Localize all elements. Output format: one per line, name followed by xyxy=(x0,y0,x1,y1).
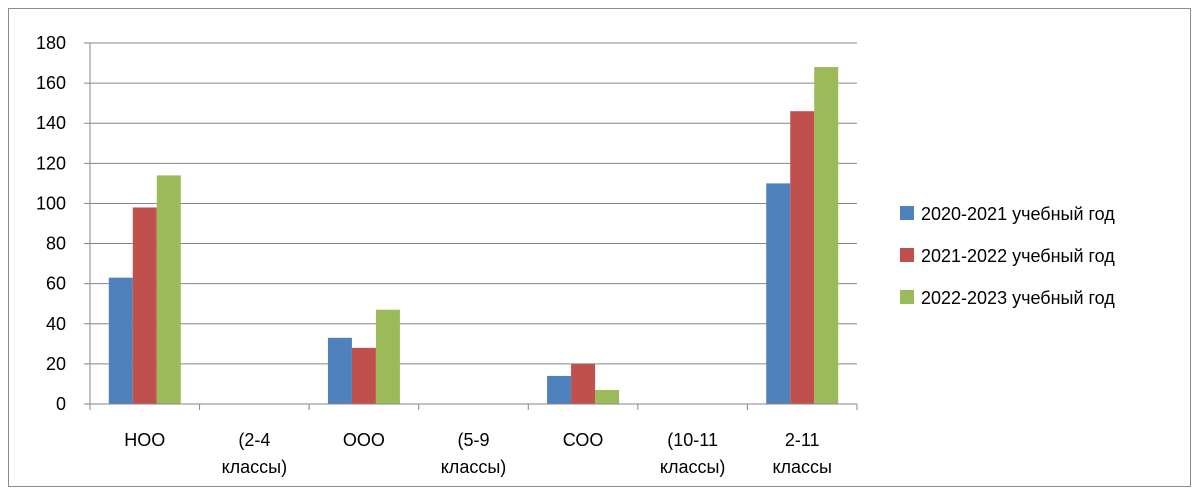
axes xyxy=(84,42,858,410)
bar-0-2 xyxy=(156,175,181,404)
bar-6-2 xyxy=(814,67,839,405)
legend-swatch-2 xyxy=(900,290,914,304)
bar-4-2 xyxy=(595,389,620,404)
legend-swatch-0 xyxy=(900,206,914,220)
tick-labels: 0 20 40 60 80 100 120 140 160 180 НОО (2-4 классы) ОО… xyxy=(36,33,832,477)
x-tick-label-5-1: классы) xyxy=(660,457,726,477)
bar-6-0 xyxy=(766,183,791,404)
legend: 2020-2021 учебный год 2021-2022 учебный г… xyxy=(900,204,1115,308)
bar-2-1 xyxy=(351,347,376,404)
y-tick-label-40: 40 xyxy=(46,314,66,334)
x-tick-label-4-0: СОО xyxy=(563,430,604,450)
bar-2-0 xyxy=(327,337,352,404)
y-tick-label-180: 180 xyxy=(36,33,66,53)
x-tick-label-3-1: классы) xyxy=(441,457,507,477)
bar-0-0 xyxy=(108,277,133,404)
chart-frame xyxy=(8,8,1191,487)
y-tick-label-0: 0 xyxy=(56,394,66,414)
y-tick-label-100: 100 xyxy=(36,193,66,213)
x-tick-label-5-0: (10-11 xyxy=(667,430,718,450)
legend-label-1: 2021-2022 учебный год xyxy=(921,246,1115,266)
y-tick-label-140: 140 xyxy=(36,113,66,133)
bars xyxy=(108,67,839,405)
bar-4-0 xyxy=(547,375,572,404)
y-tick-label-80: 80 xyxy=(46,234,66,254)
bar-2-2 xyxy=(375,309,400,404)
legend-label-0: 2020-2021 учебный год xyxy=(921,204,1115,224)
legend-label-2: 2022-2023 учебный год xyxy=(921,288,1115,308)
gridlines xyxy=(90,42,857,365)
x-tick-label-6-1: классы xyxy=(772,457,832,477)
x-tick-label-1-1: классы) xyxy=(222,457,288,477)
bar-4-1 xyxy=(571,363,596,404)
bar-6-1 xyxy=(790,111,815,404)
bar-0-1 xyxy=(132,207,157,404)
x-tick-label-0-0: НОО xyxy=(124,430,165,450)
y-tick-label-20: 20 xyxy=(46,354,66,374)
x-tick-label-6-0: 2-11 xyxy=(785,430,820,450)
x-tick-label-1-0: (2-4 xyxy=(238,430,270,450)
y-tick-label-120: 120 xyxy=(36,153,66,173)
y-tick-label-60: 60 xyxy=(46,274,66,294)
x-tick-label-2-0: ООО xyxy=(343,430,385,450)
x-tick-label-3-0: (5-9 xyxy=(457,430,489,450)
y-tick-label-160: 160 xyxy=(36,73,66,93)
legend-swatch-1 xyxy=(900,248,914,262)
